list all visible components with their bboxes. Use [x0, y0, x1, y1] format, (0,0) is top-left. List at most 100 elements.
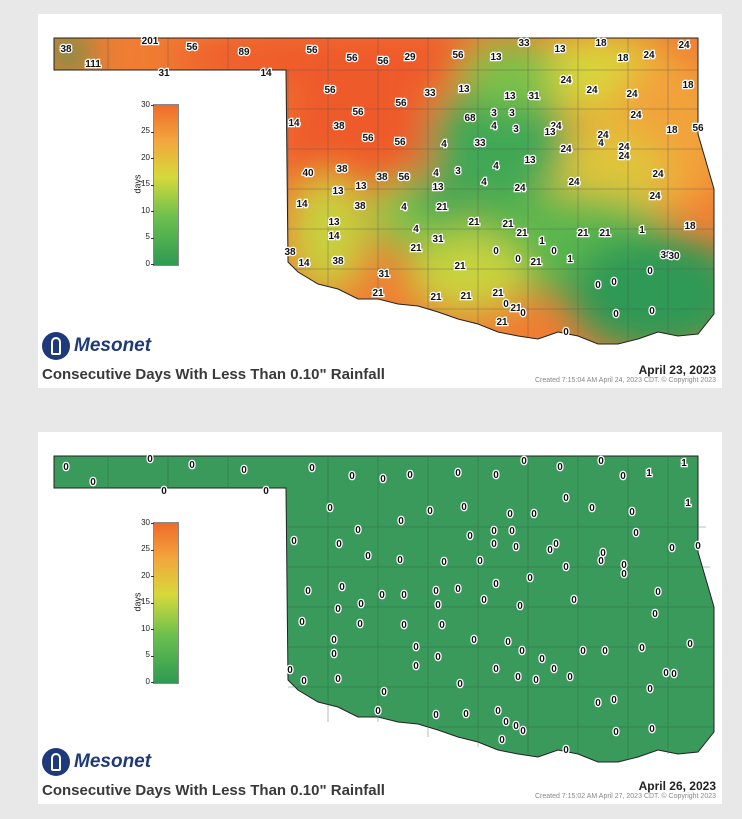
- county-value-label: 0: [147, 454, 153, 465]
- color-scale-legend: 30 25 20 15 10 5 0: [141, 100, 179, 268]
- county-value-label: 0: [493, 579, 499, 590]
- legend-tick-mark: [151, 237, 154, 239]
- county-value-label: 33: [424, 88, 436, 99]
- map-date: April 26, 2023: [638, 779, 716, 793]
- county-value-label: 18: [682, 80, 694, 91]
- county-value-label: 0: [491, 526, 497, 537]
- county-value-label: 14: [288, 118, 300, 129]
- legend-unit-label: days: [132, 174, 143, 194]
- county-value-label: 0: [90, 477, 96, 488]
- county-value-label: 21: [430, 292, 442, 303]
- map-title: Consecutive Days With Less Than 0.10" Ra…: [42, 366, 385, 383]
- legend-tick-mark: [151, 264, 154, 265]
- county-value-label: 24: [652, 169, 664, 180]
- legend-tick: 20: [141, 571, 150, 580]
- county-value-label: 38: [332, 256, 344, 267]
- legend-tick-mark: [151, 602, 154, 604]
- county-value-label: 0: [433, 710, 439, 721]
- county-value-label: 0: [301, 676, 307, 687]
- county-value-label: 0: [493, 664, 499, 675]
- county-value-label: 4: [413, 224, 419, 235]
- legend-tick: 5: [145, 232, 150, 241]
- county-value-label: 0: [491, 539, 497, 550]
- county-value-label: 1: [646, 468, 652, 479]
- county-value-label: 0: [620, 471, 626, 482]
- county-value-label: 0: [331, 649, 337, 660]
- county-value-label: 24: [630, 110, 642, 121]
- brand-name: Mesonet: [74, 751, 152, 773]
- county-value-label: 0: [547, 545, 553, 556]
- county-value-label: 0: [401, 620, 407, 631]
- county-value-label: 1: [539, 236, 545, 247]
- county-value-label: 0: [380, 474, 386, 485]
- county-value-label: 0: [519, 646, 525, 657]
- county-value-label: 56: [362, 133, 374, 144]
- county-value-label: 14: [298, 258, 310, 269]
- county-value-label: 0: [263, 486, 269, 497]
- county-value-label: 3: [509, 108, 515, 119]
- county-value-label: 0: [413, 642, 419, 653]
- county-value-label: 0: [455, 468, 461, 479]
- county-value-label: 24: [568, 177, 580, 188]
- county-value-label: 0: [611, 695, 617, 706]
- county-value-label: 0: [375, 706, 381, 717]
- county-value-label: 0: [613, 727, 619, 738]
- county-value-label: 0: [471, 635, 477, 646]
- county-value-label: 0: [652, 609, 658, 620]
- county-value-label: 0: [600, 548, 606, 559]
- county-value-label: 13: [328, 217, 340, 228]
- county-value-label: 0: [463, 709, 469, 720]
- rainfall-map-panel-apr23: 38 111 201 56 31 89 14 56 56 56 29 56 13 33 13 18 18 24 24…: [38, 14, 722, 388]
- county-value-label: 0: [287, 665, 293, 676]
- county-value-label: 38: [333, 121, 345, 132]
- county-value-label: 4: [493, 161, 499, 172]
- county-value-label: 4: [481, 177, 487, 188]
- county-value-label: 38: [354, 201, 366, 212]
- county-value-label: 0: [647, 684, 653, 695]
- county-value-label: 56: [452, 50, 464, 61]
- county-value-label: 24: [626, 89, 638, 100]
- county-value-label: 56: [692, 123, 704, 134]
- county-value-label: 0: [355, 525, 361, 536]
- county-value-label: 0: [567, 672, 573, 683]
- map-credit: Created 7:15:02 AM April 27, 2023 CDT. ©…: [534, 793, 716, 800]
- county-value-label: 0: [63, 462, 69, 473]
- county-value-label: 0: [515, 254, 521, 265]
- county-value-label: 0: [649, 724, 655, 735]
- county-value-label: 4: [598, 138, 604, 149]
- county-value-label: 21: [372, 288, 384, 299]
- county-value-label: 3: [491, 108, 497, 119]
- county-value-label: 24: [514, 183, 526, 194]
- county-value-label: 24: [560, 75, 572, 86]
- legend-tick: 10: [141, 206, 150, 215]
- county-value-label: 13: [504, 91, 516, 102]
- county-value-label: 0: [398, 516, 404, 527]
- county-value-label: 13: [458, 84, 470, 95]
- county-value-label: 0: [633, 528, 639, 539]
- county-value-label: 0: [401, 590, 407, 601]
- county-value-label: 30: [668, 251, 680, 262]
- county-value-label: 31: [378, 269, 390, 280]
- county-value-label: 56: [398, 172, 410, 183]
- county-value-label: 0: [358, 599, 364, 610]
- county-value-label: 0: [305, 586, 311, 597]
- county-value-label: 13: [355, 181, 367, 192]
- mesonet-logo: Mesonet: [42, 332, 151, 360]
- county-value-label: 0: [309, 463, 315, 474]
- county-value-label: 0: [551, 664, 557, 675]
- county-value-label: 38: [376, 172, 388, 183]
- county-value-label: 0: [455, 584, 461, 595]
- county-value-label: 56: [324, 85, 336, 96]
- county-value-label: 0: [495, 706, 501, 717]
- legend-tick-mark: [151, 523, 154, 524]
- county-value-label: 1: [567, 254, 573, 265]
- county-value-label: 38: [660, 250, 672, 261]
- county-value-label: 0: [571, 595, 577, 606]
- county-value-label: 13: [332, 186, 344, 197]
- county-value-label: 18: [617, 53, 629, 64]
- county-value-label: 18: [666, 125, 678, 136]
- county-value-label: 0: [189, 460, 195, 471]
- county-value-label: 0: [533, 675, 539, 686]
- county-value-label: 0: [527, 573, 533, 584]
- county-value-label: 21: [454, 261, 466, 272]
